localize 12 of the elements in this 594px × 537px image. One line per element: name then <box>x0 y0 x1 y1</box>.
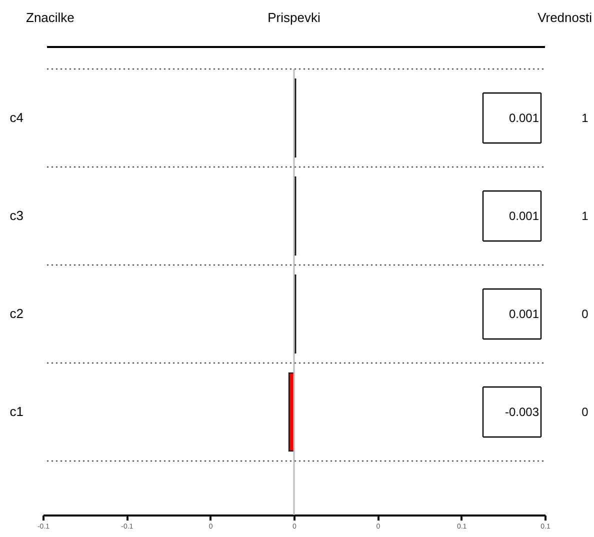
y-axis-title: Znacilke <box>26 10 74 25</box>
y2-tick-label: 0 <box>582 307 589 321</box>
y2-tick-label: 1 <box>582 209 589 223</box>
y2-tick-label: 1 <box>582 111 589 125</box>
y-tick-label: c4 <box>10 110 24 125</box>
y2-axis-title: Vrednosti <box>538 10 592 25</box>
y-tick-label: c1 <box>10 404 24 419</box>
y-tick-label: c3 <box>10 208 24 223</box>
data-label: -0.003 <box>504 405 540 419</box>
y-tick-label: c2 <box>10 306 24 321</box>
chart-title: Prispevki <box>268 10 320 25</box>
y2-tick-label: 0 <box>582 405 589 419</box>
